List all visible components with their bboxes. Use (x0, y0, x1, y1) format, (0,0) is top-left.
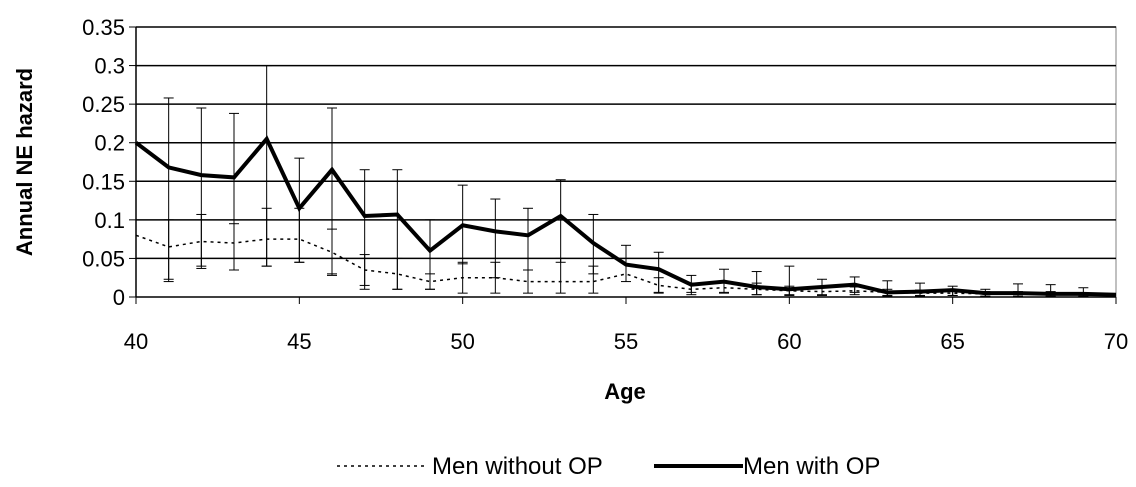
x-axis-title: Age (604, 379, 646, 404)
legend: Men without OP Men with OP (337, 453, 880, 480)
error-bar (229, 112, 239, 271)
x-tick-label: 55 (614, 329, 638, 354)
legend-item-men-without-op: Men without OP (337, 453, 603, 480)
y-tick-label: 0.3 (94, 54, 125, 79)
y-tick-label: 0.15 (82, 169, 125, 194)
y-tick-label: 0.1 (94, 208, 125, 233)
error-bar (555, 179, 566, 263)
y-tick-label: 0 (113, 285, 125, 310)
y-tick-label: 0.2 (94, 131, 125, 156)
legend-label: Men with OP (743, 453, 880, 480)
error-bar (490, 198, 501, 279)
series-layer (134, 65, 1117, 297)
y-tick-label: 0.25 (82, 92, 125, 117)
x-tick-label: 60 (777, 329, 801, 354)
y-tick-label: 0.05 (82, 246, 125, 271)
y-tick-label: 0.35 (82, 15, 125, 40)
error-bar (327, 107, 337, 275)
error-bar (163, 97, 174, 280)
error-bar (425, 219, 435, 290)
y-axis-ticks: 0 0.05 0.1 0.15 0.2 0.25 0.3 0.35 (82, 15, 136, 310)
error-bar (392, 169, 403, 290)
x-tick-label: 50 (450, 329, 474, 354)
x-tick-label: 70 (1104, 329, 1128, 354)
legend-label: Men without OP (432, 453, 603, 480)
x-tick-label: 40 (124, 329, 148, 354)
error-bar (653, 251, 664, 293)
error-bar (751, 271, 762, 296)
x-axis-ticks: 40 45 50 55 60 65 70 (124, 297, 1128, 354)
x-tick-label: 45 (287, 329, 311, 354)
legend-item-men-with-op: Men with OP (654, 453, 880, 480)
error-bar (523, 207, 533, 271)
error-bar (196, 107, 207, 267)
y-axis-title: Annual NE hazard (12, 68, 37, 256)
error-bar (359, 169, 370, 286)
series-line-solid (134, 135, 1117, 297)
series-men-with-op (134, 65, 1117, 297)
x-tick-label: 65 (940, 329, 964, 354)
error-bar (261, 65, 272, 267)
